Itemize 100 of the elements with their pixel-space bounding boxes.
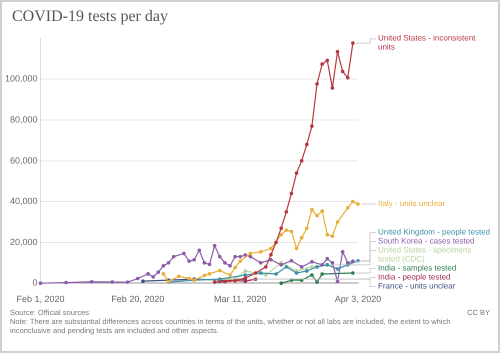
text: United States - inconsistent units [378, 34, 476, 52]
point [340, 70, 344, 74]
point [320, 62, 324, 66]
point [315, 82, 319, 86]
point [274, 240, 278, 244]
point [330, 86, 334, 90]
text: United States - specimens tested (CDC) [378, 245, 472, 264]
point [346, 76, 350, 80]
point [218, 268, 222, 272]
point [258, 250, 263, 254]
point [300, 236, 304, 240]
point [346, 206, 350, 210]
point [325, 256, 330, 261]
point [223, 261, 227, 265]
point [315, 280, 319, 284]
point [269, 246, 273, 250]
point [182, 252, 186, 256]
point [290, 258, 294, 263]
point [202, 261, 206, 265]
point [294, 246, 298, 250]
x-tick-label: Mar 11, 2020 [214, 294, 266, 304]
point [294, 171, 298, 175]
point [192, 258, 196, 262]
point [304, 269, 309, 273]
text: France - units unclear [378, 281, 456, 290]
point [310, 260, 314, 264]
text: India - samples tested [378, 263, 456, 272]
point [290, 192, 294, 196]
point [336, 220, 340, 224]
point [320, 272, 324, 276]
x-tick-label: Apr 3, 2020 [334, 294, 382, 304]
point [279, 232, 283, 236]
point [310, 273, 314, 277]
y-tick-label: 60,000 [10, 155, 38, 166]
point [248, 254, 252, 258]
point [212, 244, 216, 248]
point [228, 273, 232, 277]
point [258, 261, 263, 265]
point [330, 261, 334, 265]
point [146, 272, 150, 276]
point [162, 264, 166, 268]
point [248, 252, 252, 256]
point [315, 214, 319, 218]
point [187, 259, 191, 263]
point [315, 265, 319, 269]
point [325, 232, 330, 236]
point [187, 276, 191, 280]
point [208, 272, 212, 276]
point [172, 254, 176, 258]
point [258, 271, 263, 275]
point [284, 210, 288, 214]
point [310, 124, 314, 128]
point [336, 267, 340, 271]
point [126, 280, 130, 284]
y-tick-label: 80,000 [10, 114, 38, 124]
point [274, 272, 278, 276]
point [151, 275, 155, 279]
y-tick-label: 100,000 [4, 74, 38, 84]
point [300, 159, 304, 163]
text: Italy - units unclear [378, 198, 446, 208]
point [320, 263, 324, 267]
y-tick-label: 20,000 [10, 236, 38, 247]
point [223, 280, 227, 284]
point [279, 226, 283, 230]
point [212, 280, 216, 284]
point [356, 202, 360, 206]
point [351, 41, 355, 45]
point [304, 142, 309, 146]
point [279, 281, 283, 285]
y-tick-label: 0 [32, 278, 38, 288]
point [233, 254, 237, 258]
point [208, 262, 212, 266]
point [233, 266, 237, 270]
chart-title: COVID-19 tests per day [11, 7, 169, 27]
y-tick-label: 40,000 [10, 196, 38, 206]
point [238, 254, 242, 258]
point [325, 58, 330, 62]
point [336, 50, 340, 54]
point [351, 200, 355, 204]
point [340, 250, 344, 254]
x-tick-label: Feb 1, 2020 [16, 294, 65, 304]
point [218, 254, 222, 258]
point [330, 234, 334, 238]
point [244, 269, 248, 273]
point [166, 261, 170, 265]
point [197, 248, 202, 252]
point [38, 281, 42, 285]
point [269, 258, 273, 262]
point [300, 265, 304, 269]
point [290, 230, 294, 234]
text: United Kingdom - people tested [378, 227, 490, 236]
point [310, 208, 314, 212]
point [351, 259, 355, 263]
point [176, 274, 181, 278]
point [284, 265, 288, 269]
point [136, 276, 140, 280]
point [238, 259, 242, 263]
x-tick-label: Feb 20, 2020 [111, 294, 164, 304]
point [336, 280, 340, 284]
point [110, 280, 114, 284]
